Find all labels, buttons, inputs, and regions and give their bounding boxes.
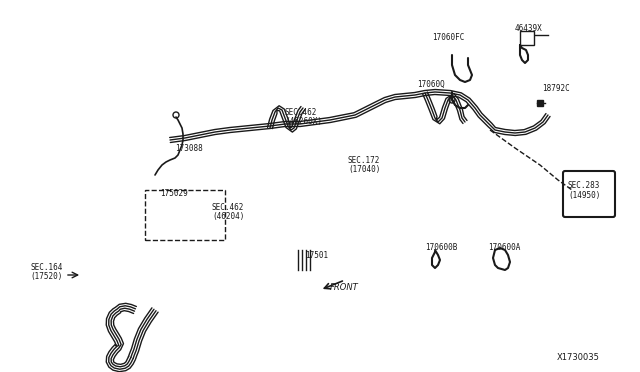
Text: 175029: 175029 <box>160 189 188 198</box>
Text: 46439X: 46439X <box>515 23 543 32</box>
Text: 17060FC: 17060FC <box>432 32 465 42</box>
FancyBboxPatch shape <box>563 171 615 217</box>
Text: (17040): (17040) <box>348 164 380 173</box>
Text: SEC.283: SEC.283 <box>568 180 600 189</box>
Text: (46260X): (46260X) <box>285 116 322 125</box>
Text: SEC.462: SEC.462 <box>285 108 317 116</box>
Text: SEC.462: SEC.462 <box>212 202 244 212</box>
Bar <box>145 190 225 240</box>
Text: FRONT: FRONT <box>330 282 359 292</box>
Text: 18792C: 18792C <box>542 83 570 93</box>
Text: 17060Q: 17060Q <box>417 80 445 89</box>
Text: SEC.164: SEC.164 <box>30 263 62 273</box>
Text: (46204): (46204) <box>212 212 244 221</box>
Text: X1730035: X1730035 <box>557 353 600 362</box>
Text: 17501: 17501 <box>305 250 328 260</box>
Text: 173088: 173088 <box>175 144 203 153</box>
Text: (14950): (14950) <box>568 190 600 199</box>
Text: 170600A: 170600A <box>488 243 520 251</box>
Text: 170600B: 170600B <box>425 243 458 251</box>
Text: SEC.172: SEC.172 <box>348 155 380 164</box>
Text: (17520): (17520) <box>30 273 62 282</box>
